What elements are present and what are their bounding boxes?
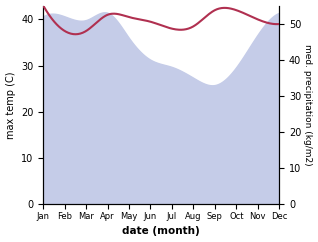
X-axis label: date (month): date (month): [122, 227, 200, 236]
Y-axis label: med. precipitation (kg/m2): med. precipitation (kg/m2): [303, 44, 313, 166]
Y-axis label: max temp (C): max temp (C): [5, 71, 16, 139]
